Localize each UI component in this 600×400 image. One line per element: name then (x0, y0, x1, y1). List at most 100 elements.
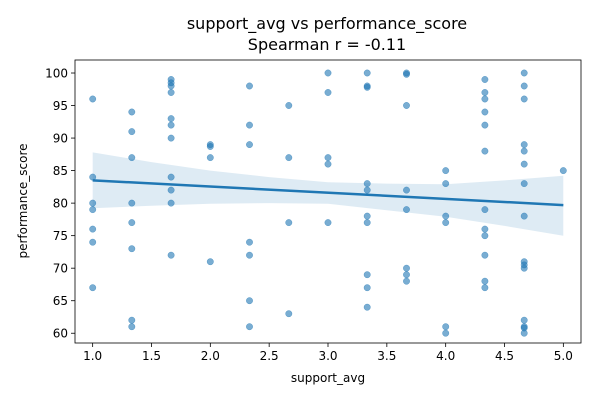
data-point (481, 251, 489, 259)
data-point (246, 82, 253, 90)
data-point (403, 271, 410, 279)
data-point (520, 160, 528, 168)
data-point (89, 199, 97, 207)
x-tick-label: 3.5 (377, 349, 396, 363)
data-point (167, 82, 175, 90)
plot-area: 1.0 1.5 2.0 2.5 3.0 3.5 4.0 4.5 5.0 60 65 70 75 80 85 9… (45, 59, 582, 363)
data-point (403, 102, 410, 109)
data-point (128, 245, 136, 253)
data-point (481, 232, 489, 240)
y-tick-label: 60 (53, 327, 68, 341)
data-point (167, 115, 175, 123)
data-point (442, 167, 450, 175)
data-point (363, 303, 371, 311)
data-point (520, 329, 528, 337)
data-point (481, 108, 489, 116)
data-point (363, 219, 371, 227)
data-point (167, 199, 175, 207)
y-tick-label: 100 (45, 67, 68, 81)
data-point (481, 206, 489, 214)
data-point (520, 69, 528, 77)
data-point (520, 264, 528, 272)
data-point (128, 316, 136, 324)
data-point (363, 186, 371, 194)
x-tick-label: 5.0 (554, 349, 573, 363)
y-axis-label: performance_score (16, 143, 30, 258)
data-point (246, 251, 253, 259)
data-point (246, 323, 253, 331)
data-point (167, 251, 175, 259)
x-tick-label: 1.0 (83, 349, 102, 363)
data-point (285, 102, 293, 109)
data-point (167, 134, 175, 142)
data-point (89, 225, 97, 233)
data-point (481, 76, 489, 83)
data-point (481, 277, 489, 285)
data-point (520, 316, 528, 324)
data-point (363, 180, 371, 188)
data-point (285, 154, 293, 162)
data-point (89, 95, 97, 103)
y-tick-label: 85 (53, 164, 68, 178)
data-point (246, 141, 253, 149)
x-axis-label: support_avg (291, 371, 365, 385)
data-point (403, 206, 410, 214)
data-point (520, 141, 528, 149)
x-tick-label: 2.0 (201, 349, 220, 363)
data-point (520, 82, 528, 90)
data-point (363, 69, 371, 77)
data-point (520, 212, 528, 220)
data-point (167, 89, 175, 96)
data-point (128, 219, 136, 227)
data-point (363, 271, 371, 279)
data-point (481, 89, 489, 96)
data-point (128, 154, 136, 162)
y-tick-label: 65 (53, 294, 68, 308)
data-point (403, 186, 410, 194)
data-point (89, 206, 97, 214)
data-point (285, 219, 293, 227)
data-point (363, 284, 371, 292)
data-point (285, 310, 293, 318)
y-tick-label: 70 (53, 262, 68, 276)
data-point (167, 121, 175, 129)
data-point (520, 147, 528, 155)
data-point (481, 95, 489, 103)
data-point (206, 154, 214, 162)
data-point (128, 199, 136, 207)
x-tick-label: 3.0 (318, 349, 337, 363)
data-point (559, 167, 567, 175)
data-point (481, 225, 489, 233)
data-point (403, 70, 410, 78)
x-tick-label: 4.5 (495, 349, 514, 363)
data-point (324, 154, 332, 162)
x-tick-label: 2.5 (260, 349, 279, 363)
data-point (89, 284, 97, 292)
data-point (167, 173, 175, 181)
x-tick-label: 1.5 (142, 349, 161, 363)
x-tick-label: 4.0 (436, 349, 455, 363)
data-point (128, 128, 136, 136)
y-tick-label: 90 (53, 132, 68, 146)
regression-line (92, 179, 564, 207)
data-point (442, 329, 450, 337)
data-point (403, 277, 410, 285)
data-point (481, 121, 489, 129)
data-point (206, 143, 214, 150)
y-tick-label: 80 (53, 197, 68, 211)
data-point (324, 69, 332, 77)
data-point (442, 219, 450, 227)
data-point (167, 186, 175, 194)
data-point (128, 108, 136, 116)
data-point (246, 121, 253, 129)
data-point (403, 264, 410, 272)
data-point (481, 147, 489, 155)
data-point (128, 323, 136, 331)
data-point (363, 83, 371, 91)
data-point (324, 160, 332, 168)
data-point (520, 180, 528, 188)
data-point (324, 219, 332, 227)
data-point (442, 212, 450, 220)
